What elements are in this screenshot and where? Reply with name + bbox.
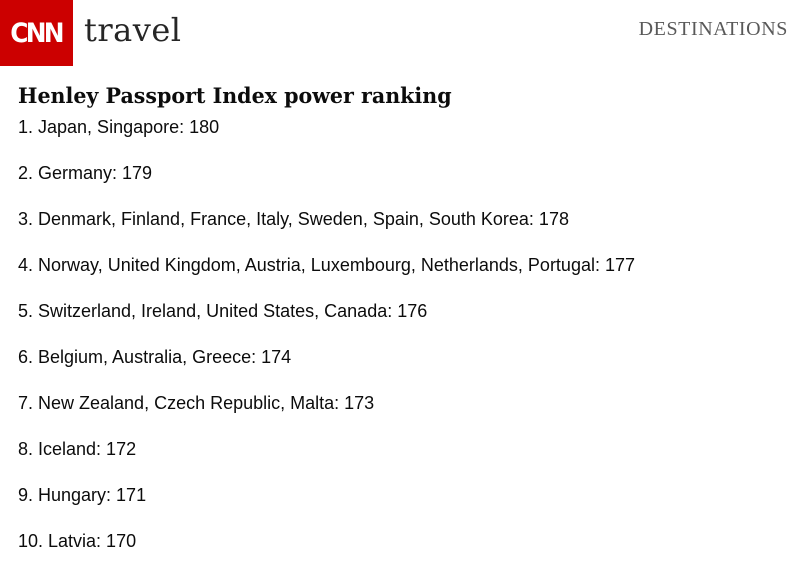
ranking-item-4: 4. Norway, United Kingdom, Austria, Luxe…: [18, 255, 636, 275]
article-title: Henley Passport Index power ranking: [18, 83, 452, 108]
cnn-logo[interactable]: CNN: [0, 0, 73, 66]
cnn-logo-text: CNN: [10, 17, 65, 49]
site-header: CNN travel DESTINATIONS: [0, 0, 798, 66]
ranking-item-3: 3. Denmark, Finland, France, Italy, Swed…: [18, 209, 569, 229]
ranking-item-1: 1. Japan, Singapore: 180: [18, 117, 220, 137]
ranking-list: 1. Japan, Singapore: 180 2. Germany: 179…: [18, 116, 635, 576]
section-name[interactable]: travel: [84, 11, 182, 49]
ranking-item-10: 10. Latvia: 170: [18, 531, 137, 551]
ranking-item-5: 5. Switzerland, Ireland, United States, …: [18, 301, 428, 321]
nav-destinations-link[interactable]: DESTINATIONS: [638, 18, 788, 40]
ranking-item-8: 8. Iceland: 172: [18, 439, 137, 459]
ranking-item-9: 9. Hungary: 171: [18, 485, 147, 505]
ranking-item-7: 7. New Zealand, Czech Republic, Malta: 1…: [18, 393, 375, 413]
ranking-item-2: 2. Germany: 179: [18, 163, 153, 183]
ranking-item-6: 6. Belgium, Australia, Greece: 174: [18, 347, 292, 367]
